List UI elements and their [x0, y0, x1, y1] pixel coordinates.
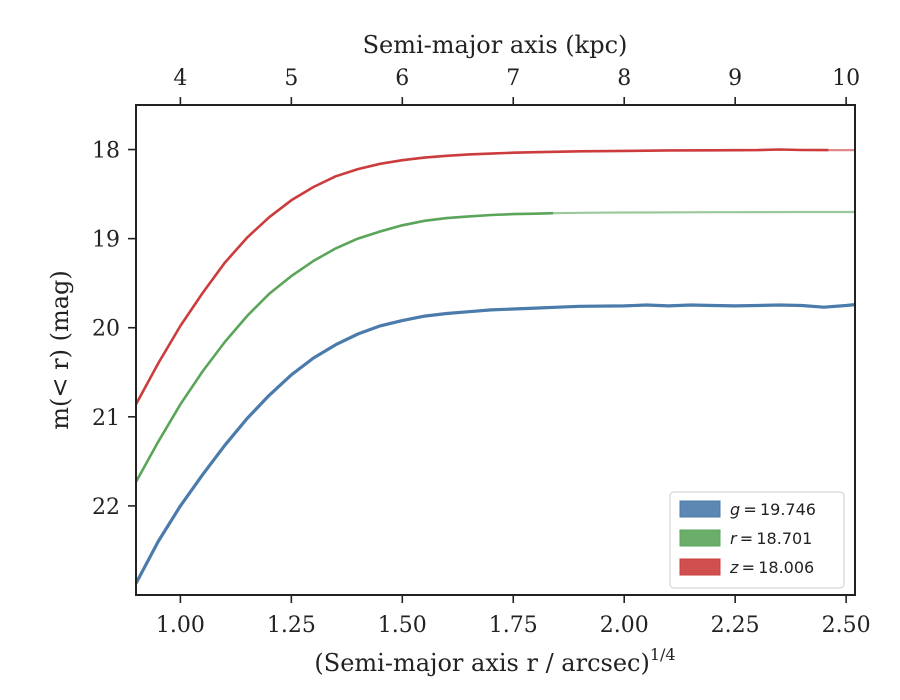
x-axis-title-top: Semi-major axis (kpc)	[363, 31, 628, 59]
x-tick-label: 2.50	[822, 613, 871, 638]
x-tick-label: 2.25	[711, 613, 760, 638]
top-tick-label: 10	[832, 66, 860, 91]
x-tick-label: 1.25	[267, 613, 316, 638]
series-r-extension-line	[553, 210, 855, 215]
top-tick-label: 8	[617, 66, 631, 91]
legend-entry-z: z = 18.006	[729, 558, 814, 577]
top-tick-label: 4	[173, 66, 187, 91]
x-tick-label: 2.00	[600, 613, 649, 638]
legend-entry-r: r = 18.701	[730, 529, 812, 548]
ticks-layer: 1.00 1.25 1.50 1.75 2.00 2.25 2.50 4 5 6 7 8 9 10 18 19…	[92, 66, 871, 638]
legend-swatch-r	[679, 529, 721, 547]
y-tick-label: 21	[92, 406, 120, 431]
top-tick-label: 5	[284, 66, 298, 91]
plot-frame	[135, 104, 856, 596]
x-tick-label: 1.75	[489, 613, 538, 638]
x-axis-title-bottom-exponent: 1/4	[650, 645, 676, 664]
top-tick-label: 6	[395, 66, 409, 91]
x-axis-title-bottom-text: (Semi-major axis r / arcsec)	[314, 649, 649, 677]
series-g-line	[134, 303, 856, 585]
top-tick-label: 7	[506, 66, 520, 91]
legend: g = 19.746 r = 18.701 z = 18.006	[669, 491, 845, 589]
x-tick-label: 1.00	[156, 613, 205, 638]
legend-swatch-z	[679, 558, 721, 576]
x-tick-label: 1.50	[378, 613, 427, 638]
series-z-line	[134, 148, 829, 405]
y-tick-label: 19	[92, 228, 120, 253]
y-tick-label: 20	[92, 317, 120, 342]
series-r-line	[134, 211, 554, 483]
legend-swatch-g	[679, 500, 721, 518]
curves-layer	[134, 148, 856, 585]
x-axis-title-bottom: (Semi-major axis r / arcsec)1/4	[314, 645, 675, 677]
top-tick-label: 9	[728, 66, 742, 91]
y-tick-label: 18	[92, 139, 120, 164]
y-axis-title: m(< r) (mag)	[46, 270, 74, 429]
y-tick-label: 22	[92, 495, 120, 520]
legend-entry-g: g = 19.746	[730, 500, 816, 519]
